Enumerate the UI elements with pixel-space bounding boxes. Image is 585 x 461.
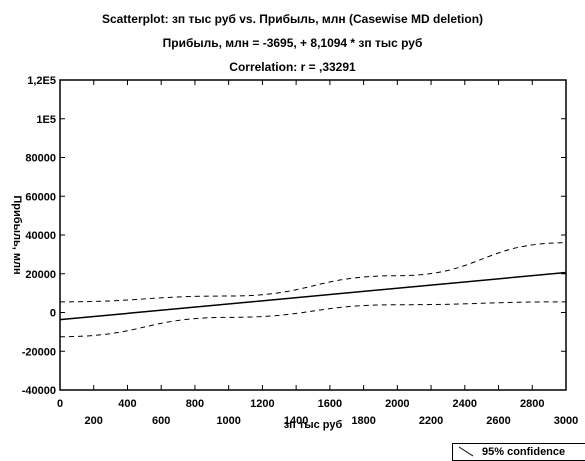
plot-lines	[59, 242, 567, 338]
x-tick-label: 2400	[453, 398, 477, 410]
x-tick-label: 2600	[486, 415, 510, 427]
y-tick-label: -20000	[22, 346, 56, 358]
y-axis-label: Прибыль, млн	[11, 195, 23, 274]
regression-equation: Прибыль, млн = -3695, + 8,1094 * зп тыс …	[162, 36, 423, 50]
y-tick-label: 1E5	[36, 114, 56, 126]
x-tick-label: 600	[152, 415, 170, 427]
y-tick-label: 1,2E5	[27, 75, 56, 87]
axis-ticks: 1,2E51E5800006000040000200000-20000-4000…	[22, 75, 579, 427]
correlation-text: Correlation: r = ,33291	[229, 60, 356, 74]
x-tick-label: 2200	[419, 415, 443, 427]
x-tick-label: 2800	[520, 398, 544, 410]
y-tick-label: 20000	[25, 269, 56, 281]
x-tick-label: 200	[85, 415, 103, 427]
confidence-upper-line	[59, 242, 567, 303]
x-tick-label: 1400	[284, 415, 308, 427]
x-tick-label: 400	[118, 398, 136, 410]
chart-title: Scatterplot: зп тыс руб vs. Прибыль, млн…	[101, 12, 484, 26]
legend-dash-swatch	[458, 446, 474, 457]
y-tick-label: 0	[50, 308, 56, 320]
legend: 95% confidence	[452, 443, 585, 461]
y-tick-label: 80000	[25, 153, 56, 165]
confidence-lower-line	[59, 301, 567, 338]
x-tick-label: 3000	[554, 415, 578, 427]
plot-frame	[59, 79, 567, 391]
x-tick-label: 1200	[250, 398, 274, 410]
x-tick-label: 2000	[385, 398, 409, 410]
x-tick-label: 1600	[318, 398, 342, 410]
x-tick-label: 0	[57, 398, 63, 410]
y-tick-label: 40000	[25, 230, 56, 242]
x-axis-label: зп тыс руб	[284, 419, 343, 431]
y-tick-label: 60000	[25, 191, 56, 203]
legend-label: 95% confidence	[482, 446, 566, 458]
y-tick-label: -40000	[22, 385, 56, 397]
regression-line	[59, 271, 567, 321]
x-tick-label: 1000	[216, 415, 240, 427]
x-tick-label: 800	[186, 398, 204, 410]
x-tick-label: 1800	[351, 415, 375, 427]
